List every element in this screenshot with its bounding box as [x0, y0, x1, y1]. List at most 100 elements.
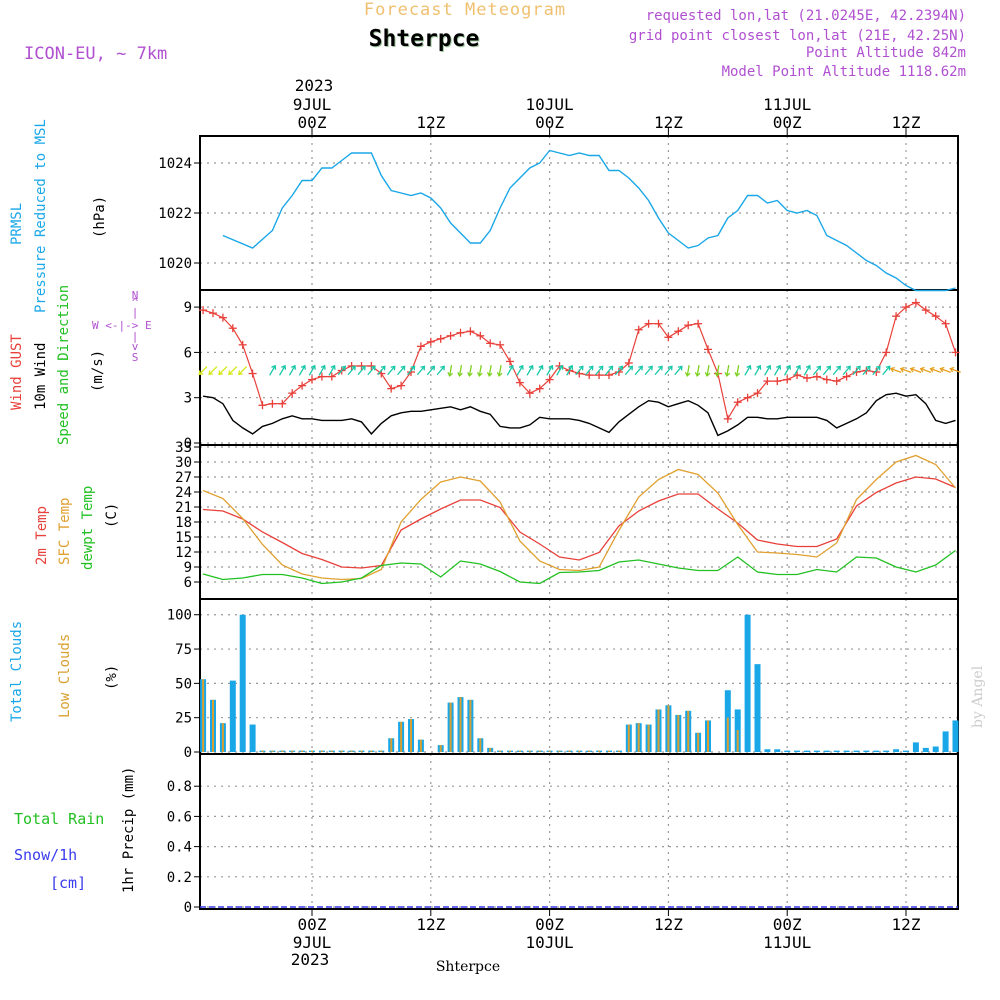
wind-arrow — [436, 365, 445, 376]
wind-arrow-head — [714, 372, 721, 378]
top-hour-label: 12Z — [416, 113, 445, 132]
low-cloud-bar — [726, 717, 729, 752]
total-cloud-bar — [932, 746, 939, 752]
wind-arrow — [812, 365, 821, 376]
total-cloud-bar — [744, 614, 751, 752]
top-day-label: 10JUL — [526, 95, 574, 114]
y-tick-label: 25 — [175, 711, 192, 727]
low-cloud-bar — [400, 721, 403, 752]
wind-arrow-head — [899, 366, 905, 373]
wind-arrow-head — [949, 366, 955, 373]
compass-s-arrow: | v — [131, 330, 139, 353]
model-altitude: Model Point Altitude 1118.62m — [721, 64, 966, 80]
y-tick-label: 0.2 — [167, 870, 192, 886]
low-cloud-bar — [588, 750, 591, 752]
wind-arrow-head — [608, 365, 614, 371]
low-cloud-bar — [390, 738, 393, 752]
requested-coords: requested lon,lat (21.0245E, 42.2394N) — [645, 8, 966, 24]
total-cloud-bar — [863, 750, 870, 752]
total-rain-label: Total Rain — [14, 810, 105, 828]
low-cloud-bar — [340, 750, 343, 752]
low-cloud-bar — [647, 724, 650, 752]
wind-arrow — [377, 365, 386, 376]
total-cloud-bar — [893, 749, 900, 752]
wind-arrow-head — [618, 365, 624, 371]
bottom-hour-label: 00Z — [298, 915, 327, 934]
y-tick-label: 0 — [184, 745, 192, 761]
wind10-line — [202, 392, 956, 437]
low-cloud-bar — [548, 750, 551, 752]
low-cloud-bar — [320, 750, 323, 752]
total-cloud-bar — [229, 680, 236, 752]
low-cloud-bar — [667, 705, 670, 752]
y-tick-label: 50 — [175, 676, 192, 692]
compass-we: W <-|-> E — [92, 319, 152, 332]
low-cloud-bar — [330, 750, 333, 752]
wind-arrow — [575, 365, 584, 376]
wind-arrow-head — [889, 366, 895, 373]
wind-arrow-head — [929, 366, 935, 373]
product-title: Forecast Meteogram — [363, 0, 567, 20]
wind-arrow — [793, 365, 801, 376]
wind-arrow-head — [477, 372, 483, 378]
pressure-line — [222, 149, 956, 292]
total-cloud-bar — [853, 750, 860, 752]
wind-arrow-head — [704, 372, 711, 378]
wind-arrow — [269, 365, 276, 376]
top-day-label: 9JUL — [293, 95, 332, 114]
wind-arrow — [930, 368, 942, 374]
wind-arrow-head — [410, 365, 416, 371]
wind-arrow — [506, 365, 514, 376]
wind-arrow — [198, 366, 208, 375]
t2m-line — [203, 476, 956, 569]
low-cloud-bar — [598, 750, 601, 752]
compass-n-arrow: ^ | — [131, 296, 139, 319]
y-tick-label: 1024 — [158, 156, 192, 172]
wind-arrow-head — [320, 364, 326, 370]
wind-arrow — [357, 365, 366, 376]
wind-arrow — [218, 366, 228, 375]
wind-arrow — [940, 368, 951, 374]
cm-label: [cm] — [50, 874, 87, 892]
total-cloud-bar — [764, 749, 771, 752]
y-tick-label: 75 — [175, 642, 192, 658]
total-cloud-bar — [823, 750, 830, 752]
wind-arrow — [910, 368, 922, 374]
wind-arrow — [726, 364, 730, 377]
wind-arrow-head — [746, 364, 752, 370]
wind-arrow — [706, 364, 710, 377]
wind-arrow-head — [776, 364, 782, 370]
wind-arrow — [546, 365, 553, 376]
top-hour-label: 00Z — [535, 113, 564, 132]
bottom-hour-label: 12Z — [892, 915, 921, 934]
wind-arrow-head — [330, 364, 336, 370]
total-cloud-bar — [804, 750, 810, 752]
wind-arrow — [614, 365, 623, 376]
low-cloud-bar — [736, 730, 739, 752]
total-cloud-bar — [873, 750, 880, 752]
dewpt-line — [202, 549, 956, 585]
panel-frame — [199, 598, 959, 755]
low-cloud-bar — [509, 750, 511, 752]
wind-arrow — [458, 364, 463, 377]
wind-arrow — [736, 364, 740, 377]
y-tick-label: 6 — [184, 575, 192, 591]
grid-point-coords: grid point closest lon,lat (21E, 42.25N) — [628, 28, 966, 44]
wind-arrow-head — [816, 365, 822, 371]
total-cloud-bar — [239, 614, 246, 752]
wind-arrow — [278, 365, 286, 376]
wind-arrow — [634, 365, 643, 376]
wind-arrow-head — [677, 365, 683, 371]
low-cloud-bar — [697, 732, 700, 752]
wind-arrow-head — [430, 365, 436, 371]
station-title: Shterpce — [368, 26, 480, 52]
compass-n: N — [131, 289, 139, 302]
low-cloud-bar — [558, 750, 561, 752]
wind-arrow — [686, 364, 690, 377]
wind-arrow-head — [805, 364, 811, 370]
wind-arrow — [950, 368, 961, 374]
wind-arrow — [488, 364, 492, 377]
wind-arrow — [347, 365, 356, 376]
wind-arrow-head — [846, 365, 851, 371]
low-cloud-bar — [202, 679, 205, 752]
